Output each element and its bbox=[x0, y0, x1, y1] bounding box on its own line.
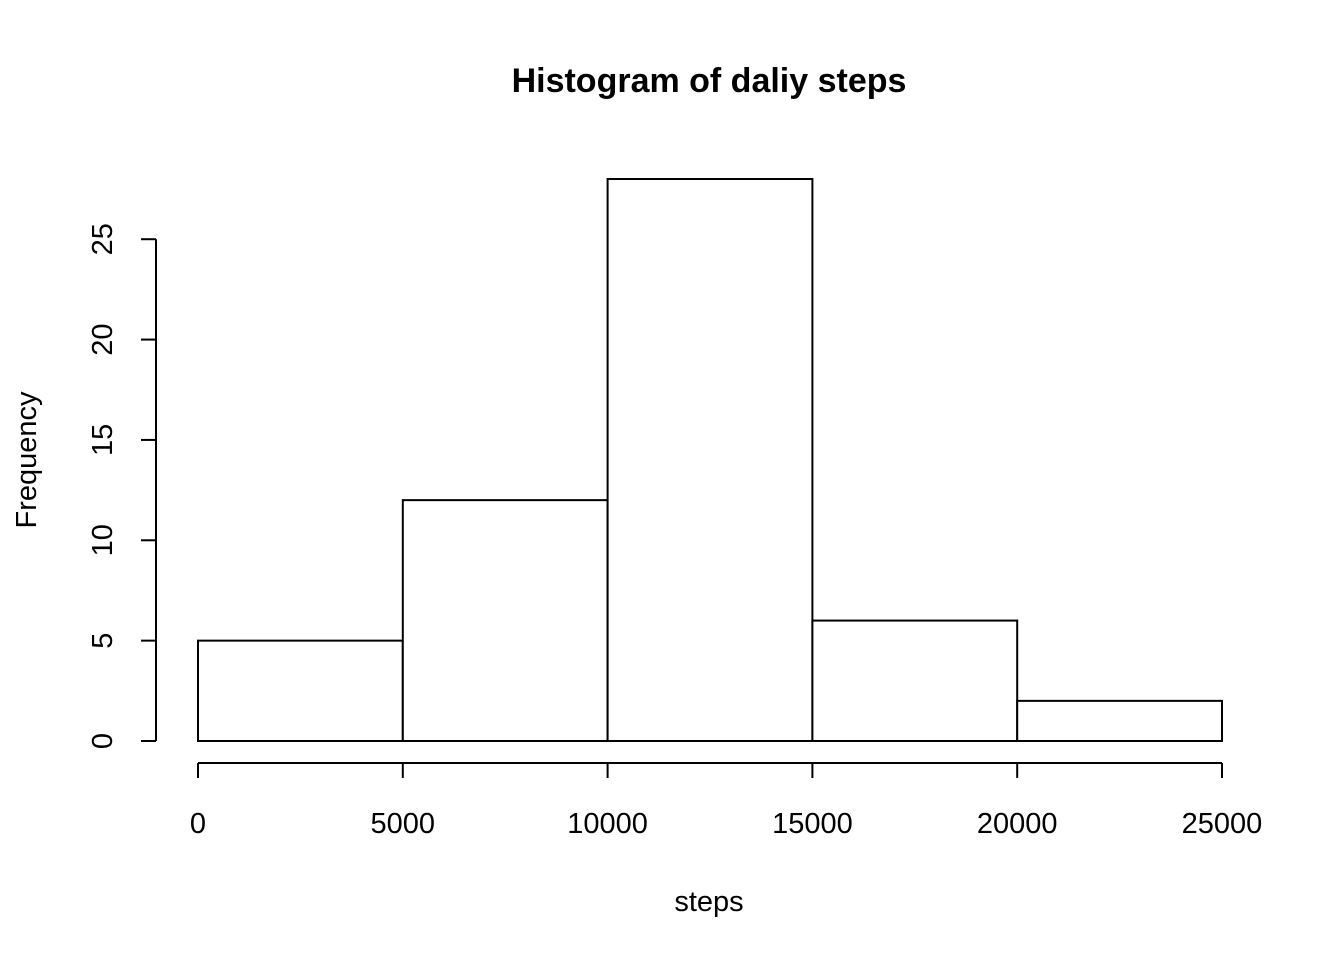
chart-title: Histogram of daliy steps bbox=[512, 62, 907, 100]
y-tick-label-3: 15 bbox=[87, 424, 119, 456]
x-tick-label-5: 25000 bbox=[1182, 808, 1263, 840]
x-axis-label: steps bbox=[674, 886, 743, 918]
bars-group bbox=[197, 178, 1224, 743]
y-tick-label-2: 10 bbox=[87, 524, 119, 556]
y-tick-label-5: 25 bbox=[87, 223, 119, 255]
histogram-bar-0 bbox=[197, 639, 404, 743]
x-axis: 0 5000 10000 15000 20000 25000 bbox=[190, 762, 1263, 840]
y-axis-label: Frequency bbox=[11, 391, 43, 529]
y-axis: 0 5 10 15 20 25 bbox=[87, 223, 157, 749]
histogram-bar-3 bbox=[811, 619, 1019, 742]
x-tick-label-3: 15000 bbox=[772, 808, 853, 840]
x-tick-label-1: 5000 bbox=[371, 808, 436, 840]
y-tick-label-4: 20 bbox=[87, 323, 119, 355]
histogram-bar-1 bbox=[401, 499, 609, 742]
y-tick-label-1: 5 bbox=[87, 633, 119, 649]
histogram-bar-4 bbox=[1016, 699, 1224, 742]
x-tick-label-0: 0 bbox=[190, 808, 206, 840]
x-tick-label-2: 10000 bbox=[567, 808, 648, 840]
x-tick-label-4: 20000 bbox=[977, 808, 1058, 840]
histogram-bar-2 bbox=[606, 178, 814, 742]
y-tick-label-0: 0 bbox=[87, 733, 119, 749]
